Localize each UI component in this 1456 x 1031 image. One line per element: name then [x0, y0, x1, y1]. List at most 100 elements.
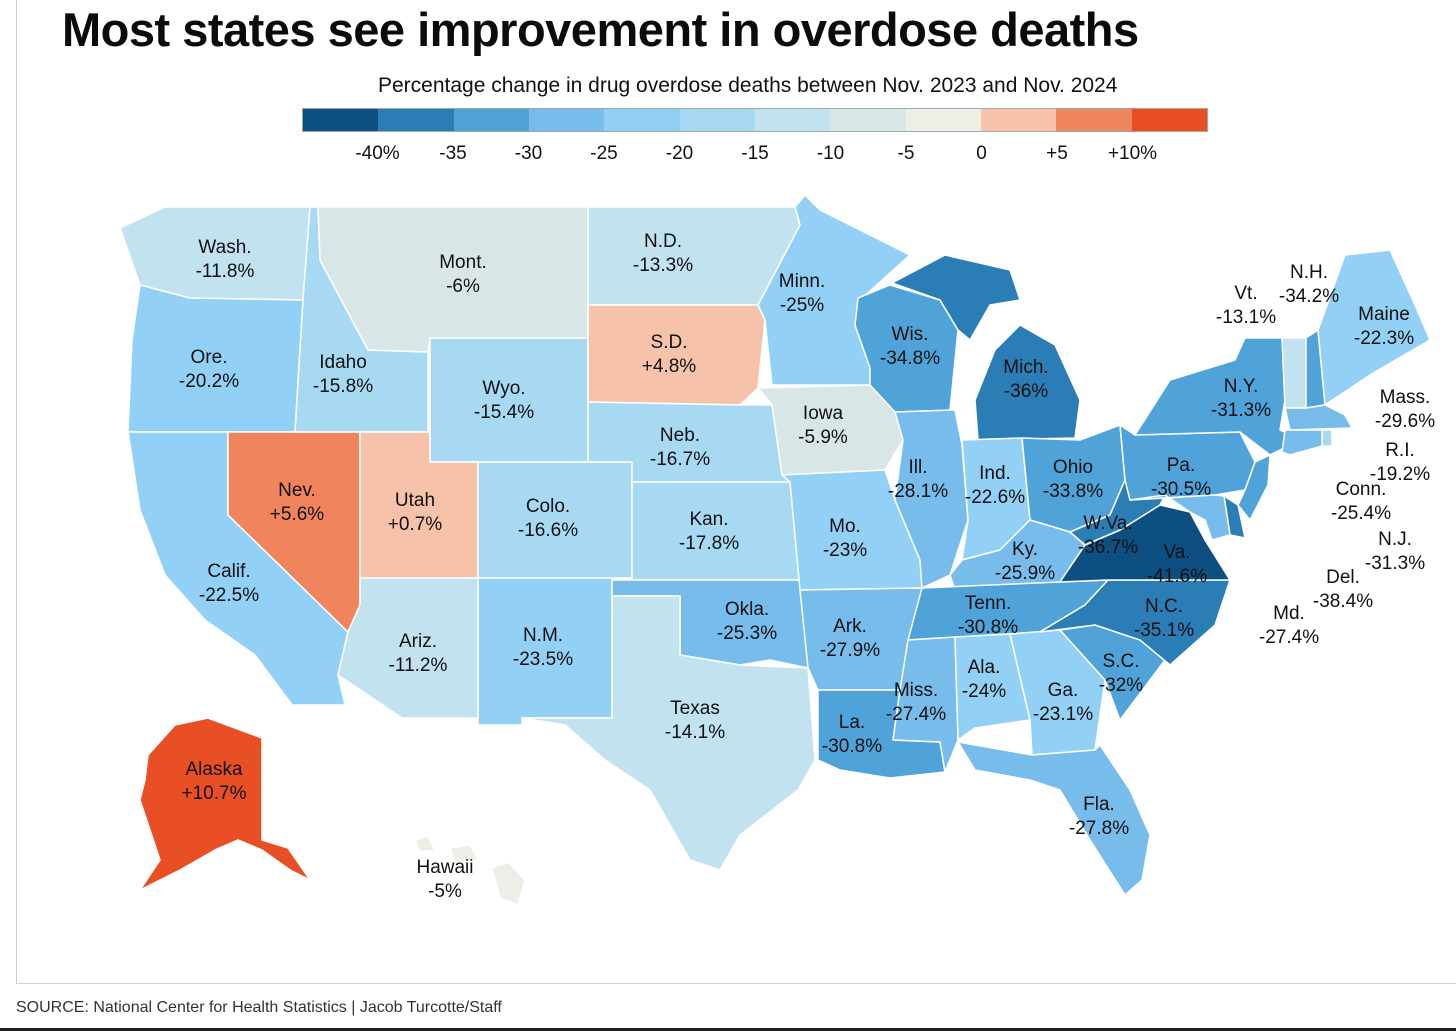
state-al: [954, 633, 1031, 741]
state-value: -22.6%: [964, 487, 1026, 508]
state-label-co: Colo. -16.6%: [518, 495, 578, 543]
state-vt: [1281, 337, 1307, 409]
legend-tick-label: -25: [590, 143, 618, 164]
state-label-sd: S.D. +4.8%: [642, 331, 696, 379]
state-label-ne: Neb. -16.7%: [650, 424, 710, 472]
state-label-mo: Mo. -23%: [823, 515, 867, 563]
state-label-hi: Hawaii -5%: [416, 856, 473, 904]
state-value: -23.5%: [512, 649, 574, 670]
state-label-nh: N.H. -34.2%: [1279, 261, 1339, 309]
state-mi: [891, 254, 1081, 441]
legend-tick-label: -30: [514, 143, 543, 164]
legend-tick-label: +10%: [1107, 143, 1158, 164]
state-value: -29.6%: [1374, 411, 1436, 432]
state-name: Ark.: [833, 616, 867, 637]
legend-swatch: [1131, 109, 1207, 131]
state-label-al: Ala. -24%: [962, 656, 1006, 704]
state-name: Wash.: [198, 237, 252, 258]
state-name: Mont.: [439, 252, 487, 273]
legend-swatch: [378, 109, 454, 131]
state-value: -15.8%: [312, 376, 374, 397]
state-name: N.C.: [1144, 596, 1183, 617]
state-name: Calif.: [207, 561, 251, 582]
legend-tick-label: 0: [976, 143, 987, 164]
legend-swatch: [604, 109, 680, 131]
state-label-az: Ariz. -11.2%: [389, 630, 448, 678]
state-value: +5.6%: [269, 504, 325, 525]
state-value: -24%: [961, 681, 1007, 702]
state-value: -14.1%: [664, 722, 726, 743]
state-label-oh: Ohio -33.8%: [1043, 456, 1103, 504]
legend-swatch: [453, 109, 529, 131]
state-value: -22.3%: [1353, 328, 1415, 349]
state-label-il: Ill. -28.1%: [888, 456, 948, 504]
state-value: -25.4%: [1330, 503, 1392, 524]
state-value: -17.8%: [678, 533, 740, 554]
state-tx: [521, 595, 816, 871]
state-name: Ariz.: [398, 631, 437, 652]
state-ak: [139, 717, 311, 891]
state-value: -27.9%: [819, 640, 881, 661]
state-value: -31.3%: [1364, 553, 1426, 574]
state-label-ok: Okla. -25.3%: [717, 598, 777, 646]
state-value: -13.1%: [1215, 307, 1277, 328]
state-label-wa: Wash. -11.8%: [196, 236, 255, 284]
state-md: [1129, 494, 1231, 541]
state-name: Okla.: [724, 599, 770, 620]
legend-tick-label: -20: [665, 143, 694, 164]
state-value: -15.4%: [473, 402, 535, 423]
state-label-id: Idaho -15.8%: [313, 351, 373, 399]
state-value: -30.8%: [821, 736, 883, 757]
state-name: Colo.: [525, 496, 571, 517]
us-map: [119, 194, 1431, 906]
state-label-ks: Kan. -17.8%: [679, 508, 739, 556]
legend-swatch: [830, 109, 906, 131]
legend-tick-label: -5: [897, 143, 915, 164]
state-label-va: Va. -41.6%: [1147, 541, 1207, 589]
state-value: -38.4%: [1312, 591, 1374, 612]
legend-subtitle: Percentage change in drug overdose death…: [378, 74, 1118, 97]
state-name: Nev.: [278, 480, 316, 501]
state-value: -28.1%: [887, 481, 949, 502]
state-value: -23%: [822, 540, 868, 561]
state-value: -27.8%: [1068, 818, 1130, 839]
state-label-ms: Miss. -27.4%: [886, 679, 946, 727]
state-value: -41.6%: [1146, 566, 1208, 587]
state-label-nv: Nev. +5.6%: [270, 479, 324, 527]
legend-swatch: [679, 109, 755, 131]
state-name: N.H.: [1289, 262, 1328, 283]
state-name: Ill.: [908, 457, 928, 478]
state-ct: [1281, 429, 1323, 456]
source-credit: SOURCE: National Center for Health Stati…: [16, 999, 502, 1016]
state-label-fl: Fla. -27.8%: [1069, 793, 1129, 841]
state-name: Conn.: [1335, 479, 1387, 500]
state-name: Fla.: [1083, 794, 1115, 815]
state-name: R.I.: [1385, 440, 1415, 461]
color-legend: [302, 108, 1208, 132]
state-label-ut: Utah +0.7%: [388, 489, 442, 537]
state-label-ny: N.Y. -31.3%: [1211, 375, 1271, 423]
state-label-ct: Conn. -25.4%: [1331, 478, 1391, 526]
state-label-me: Maine -22.3%: [1354, 303, 1414, 351]
state-value: -5.9%: [798, 427, 848, 448]
state-label-mi: Mich. -36%: [1003, 356, 1048, 404]
state-name: Alaska: [185, 759, 243, 780]
state-name: Ky.: [1011, 539, 1039, 560]
state-label-de: Del. -38.4%: [1313, 566, 1373, 614]
state-name: W.Va.: [1083, 513, 1133, 534]
state-name: N.Y.: [1223, 376, 1259, 397]
state-value: -25.3%: [716, 623, 778, 644]
state-nj: [1237, 454, 1271, 521]
state-name: Texas: [670, 698, 720, 719]
state-name: Idaho: [319, 352, 367, 373]
state-label-nc: N.C. -35.1%: [1134, 595, 1194, 643]
state-value: -35.1%: [1133, 620, 1195, 641]
state-name: Mich.: [1003, 357, 1049, 378]
state-name: N.D.: [643, 231, 682, 252]
legend-tick-label: -40%: [355, 143, 400, 164]
legend-swatch: [980, 109, 1057, 131]
state-value: -27.4%: [1258, 627, 1320, 648]
state-name: Md.: [1273, 603, 1305, 624]
state-ri: [1321, 429, 1333, 447]
legend-tick-label: -15: [741, 143, 769, 164]
